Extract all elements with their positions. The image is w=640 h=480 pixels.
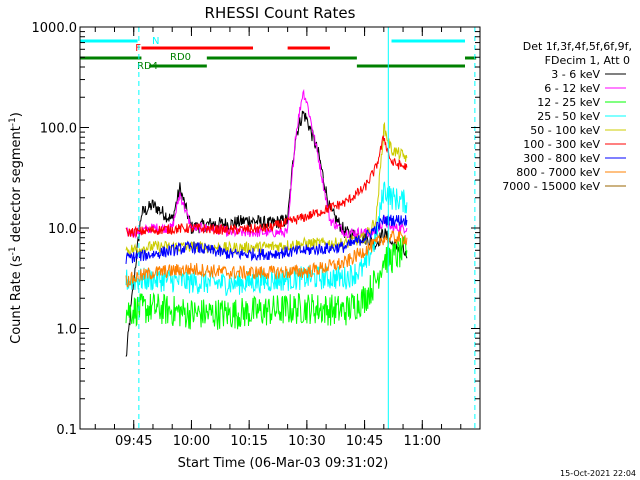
flag-label-f: F (135, 43, 141, 54)
legend-header-line-2: FDecim 1, Att 0 (545, 54, 630, 67)
legend-label-3-6-kev: 3 - 6 keV (551, 68, 600, 81)
legend-label-100-300-kev: 100 - 300 keV (523, 138, 600, 151)
legend-label-25-50-kev: 25 - 50 keV (537, 110, 600, 123)
timestamp: 15-Oct-2021 22:04 (560, 469, 636, 478)
x-tick-label: 10:15 (230, 434, 267, 449)
y-axis-label: Count Rate (s-1 detector segment-1) (8, 112, 24, 344)
legend-label-50-100-kev: 50 - 100 keV (530, 124, 600, 137)
series-line-12-25-kev (125, 235, 408, 330)
x-tick-label: 09:45 (115, 434, 152, 449)
legend-label-12-25-kev: 12 - 25 keV (537, 96, 600, 109)
series-line-25-50-kev (125, 181, 408, 297)
flag-label-rd0: RD0 (170, 52, 191, 63)
flag-bars-layer: NF RD0 RD4 (80, 36, 477, 72)
flag-label-n: N (152, 36, 159, 47)
x-tick-label: 10:45 (346, 434, 383, 449)
series-line-100-300-kev (125, 135, 408, 239)
chart-title: RHESSI Count Rates (205, 4, 356, 22)
legend-label-300-800-kev: 300 - 800 keV (523, 152, 600, 165)
y-tick-label: 1000.0 (32, 21, 78, 36)
legend-label-7000-15000-kev: 7000 - 15000 keV (502, 180, 600, 193)
series-line-300-800-kev (125, 214, 408, 264)
series-line-800-7000-kev (125, 230, 408, 288)
x-axis-label: Start Time (06-Mar-03 09:31:02) (178, 456, 389, 471)
y-tick-label: 0.1 (56, 423, 77, 438)
y-tick-label: 1.0 (56, 323, 77, 338)
legend-label-800-7000-kev: 800 - 7000 keV (516, 166, 600, 179)
legend: Det 1f,3f,4f,5f,6f,9f, FDecim 1, Att 0 3… (502, 40, 632, 193)
flag-label-rd4: RD4 (137, 61, 158, 72)
ticks-layer: 0.1 1.0 10.0 100.0 1000.0 09:45 10:00 10:15 10:3… (32, 21, 481, 449)
x-tick-label: 10:30 (288, 434, 325, 449)
legend-header-line-1: Det 1f,3f,4f,5f,6f,9f, (523, 40, 632, 53)
x-tick-label: 11:00 (404, 434, 441, 449)
series-layer (125, 88, 408, 357)
y-tick-label: 100.0 (40, 122, 77, 137)
series-line-50-100-kev (125, 121, 408, 257)
y-tick-label: 10.0 (48, 222, 77, 237)
legend-label-6-12-kev: 6 - 12 keV (544, 82, 600, 95)
x-tick-label: 10:00 (173, 434, 210, 449)
